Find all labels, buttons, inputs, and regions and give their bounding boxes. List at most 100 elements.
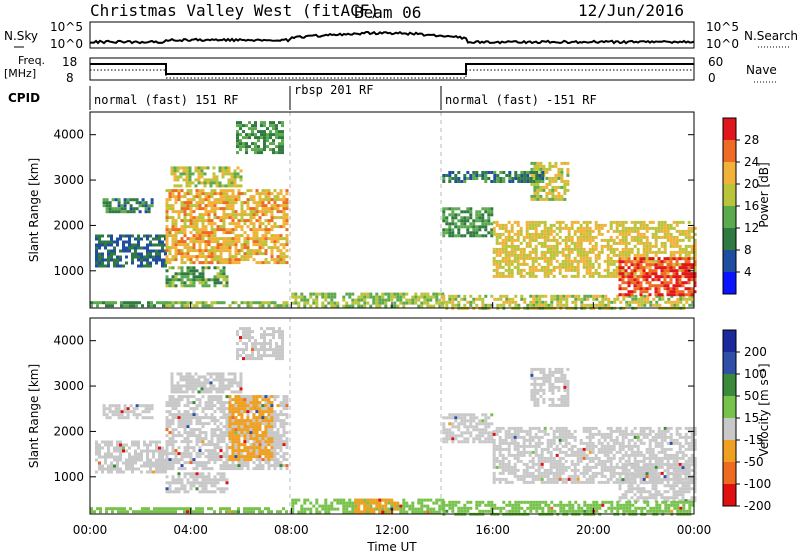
velocity-cell (210, 455, 214, 459)
power-cell (264, 198, 268, 202)
power-cell (309, 292, 313, 296)
power-cell (567, 250, 571, 254)
power-cell (507, 256, 511, 260)
velocity-cell (224, 384, 228, 388)
power-cell (566, 170, 570, 174)
velocity-cell (445, 416, 449, 420)
velocity-cell (522, 447, 526, 451)
power-cell (243, 255, 247, 259)
power-cell (218, 166, 222, 170)
power-cell (690, 272, 694, 276)
velocity-cell (165, 475, 169, 479)
velocity-cell (126, 407, 130, 411)
power-cell (618, 232, 622, 236)
velocity-cell (281, 345, 284, 349)
velocity-cell (200, 381, 204, 385)
velocity-cell (179, 390, 183, 394)
power-cell (279, 304, 283, 308)
velocity-cell (451, 440, 455, 444)
velocity-cell (195, 461, 199, 465)
velocity-cell (267, 434, 271, 438)
velocity-cell (442, 440, 446, 444)
power-cell (651, 220, 655, 224)
power-cell (261, 234, 265, 238)
power-cell (204, 210, 208, 214)
power-cell (122, 246, 125, 250)
velocity-cell (249, 398, 253, 402)
velocity-cell (165, 404, 169, 408)
velocity-cell (180, 440, 184, 444)
velocity-cell (448, 422, 452, 426)
velocity-cell (222, 404, 226, 408)
velocity-cell (174, 481, 178, 485)
power-cell (101, 240, 104, 244)
power-cell (531, 274, 535, 278)
velocity-cell (269, 333, 272, 337)
power-cell (207, 278, 211, 282)
power-cell (585, 235, 589, 239)
velocity-cell (285, 398, 289, 402)
velocity-cell (267, 416, 271, 420)
power-cell (540, 244, 544, 248)
velocity-cell (146, 464, 149, 468)
velocity-cell (222, 413, 226, 417)
power-cell (664, 300, 668, 304)
velocity-cell (203, 384, 207, 388)
power-cell (541, 177, 545, 180)
velocity-cell (504, 465, 508, 469)
power-cell (669, 287, 673, 291)
power-cell (255, 261, 259, 265)
power-cell (563, 161, 567, 165)
velocity-cell (189, 434, 193, 438)
velocity-cell (219, 467, 223, 471)
power-cell (174, 219, 178, 223)
velocity-cell (534, 447, 538, 451)
power-cell (499, 297, 503, 301)
power-cell (258, 216, 262, 220)
power-cell (372, 295, 376, 299)
power-cell (528, 223, 532, 227)
power-cell (113, 246, 116, 250)
power-cell (149, 240, 152, 244)
power-cell (252, 222, 256, 226)
velocity-cell (460, 419, 464, 423)
power-cell (222, 192, 226, 196)
power-cell (520, 171, 524, 174)
power-cell (523, 174, 527, 177)
power-cell (579, 241, 583, 245)
velocity-cell (206, 390, 210, 394)
power-cell (282, 261, 286, 265)
velocity-cell (260, 357, 263, 361)
power-cell (460, 225, 464, 229)
velocity-cell (537, 471, 541, 475)
velocity-cell (131, 467, 134, 471)
velocity-cell (198, 455, 202, 459)
power-cell (481, 177, 485, 180)
power-cell (663, 241, 667, 245)
power-cell (681, 220, 685, 224)
velocity-cell (528, 435, 532, 439)
power-cell (621, 250, 625, 254)
power-cell (189, 261, 193, 265)
power-cell (654, 278, 658, 282)
power-cell (180, 225, 184, 229)
power-cell (466, 231, 470, 235)
velocity-cell (186, 461, 190, 465)
power-cell (548, 164, 552, 168)
power-cell (579, 250, 583, 254)
power-cell (177, 213, 181, 217)
power-cell (496, 180, 500, 183)
power-cell (563, 179, 567, 183)
velocity-cell (528, 474, 532, 478)
velocity-cell (150, 404, 154, 408)
power-cell (472, 177, 476, 180)
velocity-cell (158, 455, 161, 459)
power-cell (669, 250, 673, 254)
power-cell (255, 231, 259, 235)
velocity-cell (215, 378, 219, 382)
power-cell (520, 177, 524, 180)
velocity-cell (543, 429, 547, 433)
power-cell (117, 201, 121, 205)
power-cell (426, 301, 430, 305)
